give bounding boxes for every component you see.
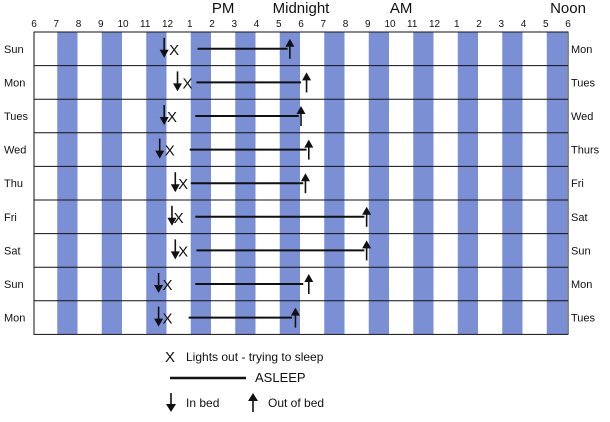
hour-band (57, 32, 78, 335)
out-of-bed-arrowhead (362, 206, 372, 215)
morning-label: Mon (571, 44, 592, 56)
time-bands (57, 32, 567, 335)
in-bed-arrowhead (159, 117, 169, 125)
night-label: Sat (4, 245, 21, 257)
hour-tick-label: 1 (187, 19, 193, 30)
hour-tick-label: 11 (140, 19, 151, 30)
hour-tick-label: 6 (298, 19, 304, 30)
morning-label: Tues (571, 77, 596, 89)
night-label: Wed (4, 145, 26, 157)
lights-out-mark: X (174, 210, 184, 227)
hour-band (546, 32, 567, 335)
night-label: Mon (4, 313, 25, 325)
hour-tick-label: 4 (521, 19, 527, 30)
in-bed-arrowhead (167, 217, 177, 226)
in-bed-arrowhead (159, 49, 169, 58)
hour-band (146, 32, 167, 335)
morning-label: Mon (571, 279, 592, 291)
in-bed-arrowhead (154, 318, 164, 327)
morning-label: Thurs (571, 145, 600, 157)
period-label: Midnight (273, 0, 331, 17)
hour-tick-label: 5 (276, 19, 282, 30)
hour-tick-label: 6 (31, 19, 37, 30)
in-bed-arrowhead (155, 150, 165, 159)
in-bed-arrowhead (154, 285, 164, 293)
period-label: Noon (550, 0, 586, 17)
hour-tick-label: 1 (454, 19, 460, 30)
hour-band (502, 32, 523, 335)
out-of-bed-arrowhead (304, 274, 314, 282)
out-of-bed-arrowhead (304, 139, 314, 148)
hour-band (457, 32, 478, 335)
hour-band (413, 32, 434, 335)
lights-out-mark: X (167, 109, 177, 126)
lights-out-mark: X (183, 75, 193, 92)
legend-out-of-bed-arrowhead (248, 393, 258, 401)
lights-out-mark: X (178, 243, 188, 260)
legend-out-of-bed-label: Out of bed (268, 396, 324, 410)
hour-tick-label: 11 (407, 19, 418, 30)
hour-tick-labels: 6 7 8 9 10 11 12 1 2 3 4 5 6 7 8 9 10 11 12 1 2 3 4 5 6 (31, 19, 571, 30)
hour-tick-label: 6 (565, 19, 571, 30)
lights-out-mark: X (178, 176, 188, 193)
row-dividers (33, 31, 569, 335)
period-label: PM (212, 0, 235, 17)
hour-tick-label: 12 (429, 19, 441, 30)
hour-band (324, 32, 345, 335)
night-label: Sun (4, 279, 24, 291)
legend-lights-out-label: Lights out - trying to sleep (186, 350, 324, 364)
hour-tick-label: 9 (365, 19, 371, 30)
night-label: Sun (4, 44, 24, 56)
night-label: Mon (4, 77, 25, 89)
hour-band (101, 32, 122, 335)
hour-tick-label: 9 (98, 19, 104, 30)
hour-tick-label: 3 (231, 19, 237, 30)
hour-tick-label: 2 (209, 19, 215, 30)
out-of-bed-arrowhead (362, 240, 372, 249)
out-of-bed-arrowhead (300, 173, 310, 182)
in-bed-arrowhead (170, 251, 180, 260)
out-of-bed-arrowhead (296, 106, 306, 114)
hour-tick-label: 4 (254, 19, 260, 30)
out-of-bed-arrowhead (290, 307, 300, 316)
period-label: AM (390, 0, 413, 17)
hour-tick-label: 2 (476, 19, 482, 30)
legend: X Lights out - trying to sleep ASLEEP In… (165, 349, 324, 412)
lights-out-mark: X (162, 277, 172, 294)
legend-in-bed-arrowhead (166, 404, 176, 412)
night-label: Tues (4, 111, 29, 123)
hour-tick-label: 5 (543, 19, 549, 30)
legend-in-bed-label: In bed (186, 396, 219, 410)
hour-band (368, 32, 389, 335)
out-of-bed-arrowhead (285, 38, 295, 47)
morning-label: Tues (571, 313, 596, 325)
hour-tick-label: 12 (162, 19, 174, 30)
lights-out-mark: X (165, 143, 175, 160)
hour-tick-label: 3 (498, 19, 504, 30)
out-of-bed-arrowhead (302, 72, 312, 81)
night-label: Thu (4, 178, 23, 190)
night-label: Fri (4, 212, 17, 224)
hour-tick-label: 7 (320, 19, 326, 30)
legend-lights-out-symbol: X (165, 349, 175, 366)
lights-out-mark: X (169, 42, 179, 59)
morning-label: Sun (571, 245, 591, 257)
chart-frame (33, 31, 569, 335)
hour-tick-label: 10 (384, 19, 396, 30)
morning-label: Fri (571, 178, 584, 190)
lights-out-mark: X (162, 311, 172, 328)
period-labels: PMMidnightAMNoonPM (212, 0, 586, 17)
day-labels: Sun Mon Mon Tues Tues Wed Wed Thurs Thu Fri Fri Sat… (4, 44, 600, 325)
hour-tick-label: 10 (117, 19, 129, 30)
morning-label: Sat (571, 212, 588, 224)
hour-tick-label: 8 (343, 19, 349, 30)
hour-tick-label: 8 (76, 19, 82, 30)
morning-label: Wed (571, 111, 593, 123)
hour-tick-label: 7 (53, 19, 59, 30)
in-bed-arrowhead (173, 83, 183, 92)
in-bed-arrowhead (170, 184, 180, 193)
legend-asleep-label: ASLEEP (255, 370, 306, 385)
